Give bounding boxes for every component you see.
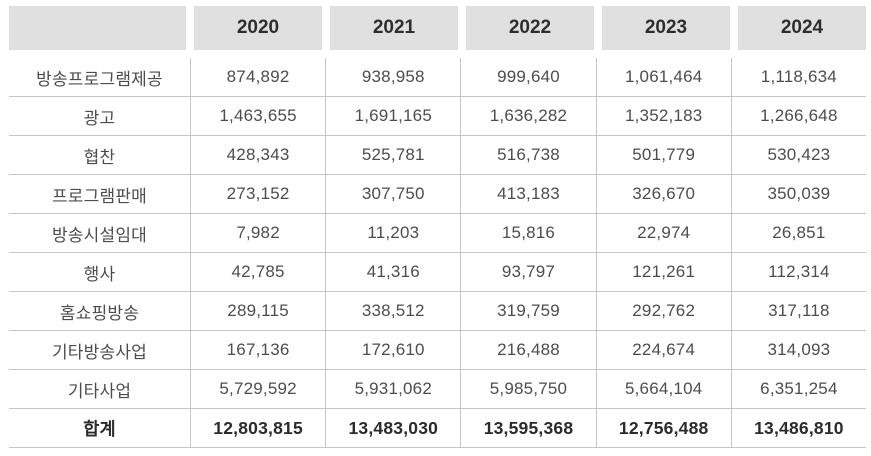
cell-value: 1,266,648 (730, 97, 866, 135)
table-row: 프로그램판매 273,152 307,750 413,183 326,670 3… (9, 175, 866, 214)
cell-value: 428,343 (190, 136, 325, 174)
cell-value: 5,931,062 (325, 370, 460, 408)
total-cell-value: 13,486,810 (730, 409, 866, 447)
cell-value: 22,974 (595, 214, 731, 252)
total-row-label: 합계 (83, 418, 116, 439)
cell-value: 5,985,750 (460, 370, 595, 408)
cell-value: 516,738 (460, 136, 595, 174)
cell-value: 413,183 (460, 175, 595, 213)
cell-value: 307,750 (325, 175, 460, 213)
table-row: 기타방송사업 167,136 172,610 216,488 224,674 3… (9, 331, 866, 370)
cell-value: 1,061,464 (595, 58, 731, 96)
cell-value: 273,152 (190, 175, 325, 213)
cell-value: 1,463,655 (190, 97, 325, 135)
cell-value: 172,610 (325, 331, 460, 369)
total-cell-value: 12,756,488 (595, 409, 731, 447)
table-body: 방송프로그램제공 874,892 938,958 999,640 1,061,4… (9, 58, 866, 448)
total-cell-value: 12,803,815 (190, 409, 325, 447)
cell-value: 5,664,104 (595, 370, 731, 408)
cell-value: 338,512 (325, 292, 460, 330)
cell-value: 224,674 (595, 331, 731, 369)
row-label: 프로그램판매 (51, 186, 148, 206)
cell-value: 874,892 (190, 58, 325, 96)
row-label: 기타방송사업 (51, 342, 148, 362)
revenue-table: 2020 2021 2022 2023 2024 방송프로그램제공 874,89… (9, 6, 866, 448)
cell-value: 501,779 (595, 136, 731, 174)
cell-value: 1,118,634 (730, 58, 866, 96)
cell-value: 292,762 (595, 292, 731, 330)
header-cell-empty (9, 6, 186, 50)
cell-value: 93,797 (460, 253, 595, 291)
row-label: 방송프로그램제공 (36, 69, 163, 89)
cell-value: 999,640 (460, 58, 595, 96)
table-row: 방송시설임대 7,982 11,203 15,816 22,974 26,851 (9, 214, 866, 253)
cell-value: 5,729,592 (190, 370, 325, 408)
cell-value: 326,670 (595, 175, 731, 213)
table-row: 방송프로그램제공 874,892 938,958 999,640 1,061,4… (9, 58, 866, 97)
cell-value: 167,136 (190, 331, 325, 369)
header-cell-year-2020: 2020 (194, 6, 322, 50)
cell-value: 121,261 (595, 253, 731, 291)
header-cell-year-2024: 2024 (738, 6, 866, 50)
cell-value: 1,636,282 (460, 97, 595, 135)
row-label: 협찬 (83, 147, 116, 167)
cell-value: 314,093 (730, 331, 866, 369)
table-row: 기타사업 5,729,592 5,931,062 5,985,750 5,664… (9, 370, 866, 409)
total-cell-value: 13,483,030 (325, 409, 460, 447)
cell-value: 41,316 (325, 253, 460, 291)
cell-value: 216,488 (460, 331, 595, 369)
cell-value: 26,851 (730, 214, 866, 252)
cell-value: 7,982 (190, 214, 325, 252)
row-label: 홈쇼핑방송 (59, 303, 140, 323)
row-label: 광고 (83, 108, 116, 128)
table-total-row: 합계 12,803,815 13,483,030 13,595,368 12,7… (9, 409, 866, 448)
table-row: 홈쇼핑방송 289,115 338,512 319,759 292,762 31… (9, 292, 866, 331)
cell-value: 112,314 (730, 253, 866, 291)
header-cell-year-2021: 2021 (330, 6, 458, 50)
cell-value: 15,816 (460, 214, 595, 252)
table-row: 행사 42,785 41,316 93,797 121,261 112,314 (9, 253, 866, 292)
table-header-row: 2020 2021 2022 2023 2024 (9, 6, 866, 50)
row-label: 행사 (83, 264, 116, 284)
cell-value: 938,958 (325, 58, 460, 96)
header-cell-year-2023: 2023 (602, 6, 730, 50)
cell-value: 317,118 (730, 292, 866, 330)
cell-value: 289,115 (190, 292, 325, 330)
cell-value: 11,203 (325, 214, 460, 252)
cell-value: 530,423 (730, 136, 866, 174)
cell-value: 350,039 (730, 175, 866, 213)
header-cell-year-2022: 2022 (466, 6, 594, 50)
cell-value: 525,781 (325, 136, 460, 174)
cell-value: 6,351,254 (730, 370, 866, 408)
row-label: 방송시설임대 (51, 225, 148, 245)
total-cell-value: 13,595,368 (460, 409, 595, 447)
row-label: 기타사업 (67, 381, 132, 401)
cell-value: 1,352,183 (595, 97, 731, 135)
cell-value: 1,691,165 (325, 97, 460, 135)
cell-value: 42,785 (190, 253, 325, 291)
cell-value: 319,759 (460, 292, 595, 330)
table-row: 광고 1,463,655 1,691,165 1,636,282 1,352,1… (9, 97, 866, 136)
table-row: 협찬 428,343 525,781 516,738 501,779 530,4… (9, 136, 866, 175)
